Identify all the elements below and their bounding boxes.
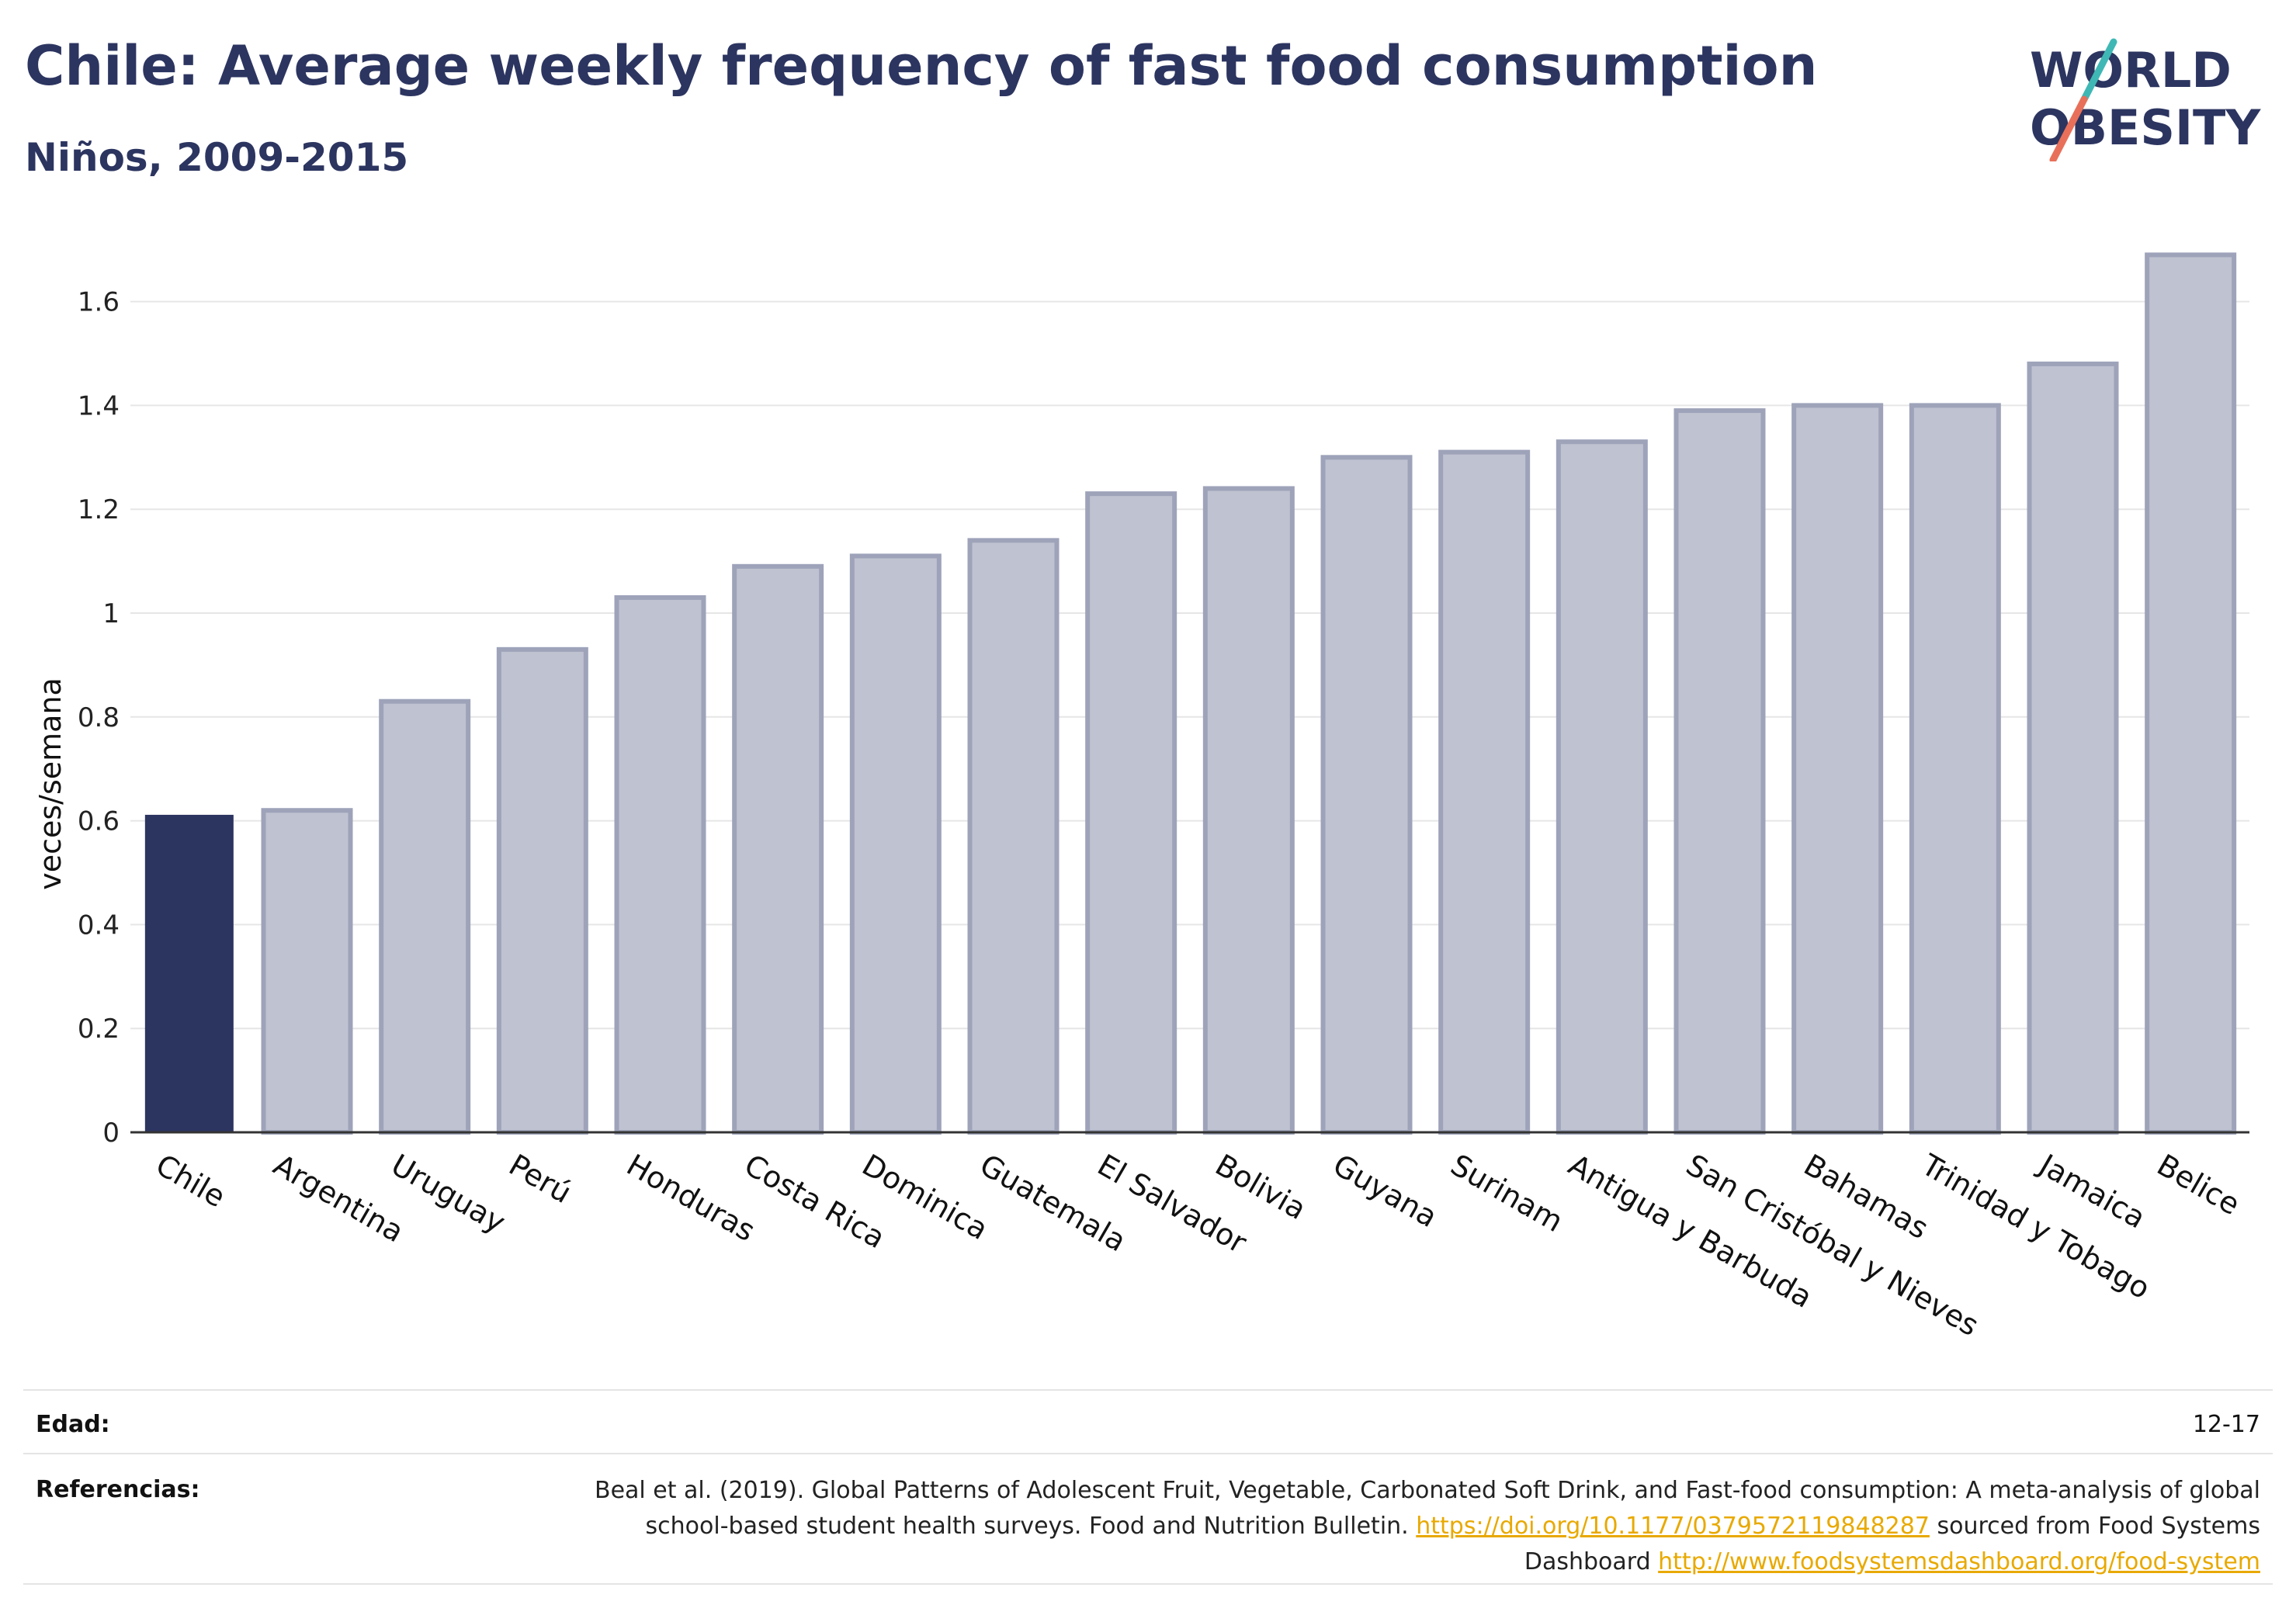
references-label: Referencias: xyxy=(36,1476,200,1503)
footer-divider-bottom xyxy=(23,1583,2273,1585)
bar-bahamas[interactable] xyxy=(1791,403,1884,1135)
chart-subtitle: Niños, 2009-2015 xyxy=(25,135,409,180)
y-tick-label: 1.4 xyxy=(78,390,120,421)
y-tick-label: 0 xyxy=(102,1118,120,1149)
age-label: Edad: xyxy=(36,1411,110,1438)
bar-uruguay[interactable] xyxy=(379,698,471,1135)
bar-perú[interactable] xyxy=(496,646,588,1135)
bar-surinam[interactable] xyxy=(1438,449,1531,1135)
y-tick-label: 1.6 xyxy=(78,287,120,318)
bar-guatemala[interactable] xyxy=(967,538,1060,1135)
y-tick-label: 0.2 xyxy=(78,1014,120,1045)
bar-el-salvador[interactable] xyxy=(1085,491,1177,1135)
x-tick-label: Surinam xyxy=(1445,1148,1569,1239)
x-tick-label: Belice xyxy=(2152,1148,2246,1222)
references-text: Beal et al. (2019). Global Patterns of A… xyxy=(553,1473,2260,1580)
logo-line-world: WORLD xyxy=(2030,42,2232,99)
x-tick-label: Chile xyxy=(150,1148,231,1215)
bar-antigua-y-barbuda[interactable] xyxy=(1556,439,1648,1135)
bar-costa-rica[interactable] xyxy=(732,563,824,1135)
bar-belice[interactable] xyxy=(2145,252,2237,1135)
footer-divider-middle xyxy=(23,1453,2273,1454)
bar-argentina[interactable] xyxy=(261,808,353,1135)
chart-title: Chile: Average weekly frequency of fast … xyxy=(25,34,1818,98)
bar-dominica[interactable] xyxy=(849,553,942,1135)
y-tick-label: 0.8 xyxy=(78,702,120,733)
bar-bolivia[interactable] xyxy=(1202,486,1295,1135)
bar-chile[interactable] xyxy=(144,814,234,1134)
doi-link[interactable]: https://doi.org/10.1177/0379572119848287 xyxy=(1416,1513,1930,1540)
age-value: 12-17 xyxy=(2192,1411,2260,1438)
bar-honduras[interactable] xyxy=(614,594,706,1135)
y-tick-label: 0.6 xyxy=(78,806,120,837)
gridlines xyxy=(130,300,2249,1030)
bar-jamaica[interactable] xyxy=(2027,361,2119,1135)
x-tick-label: Perú xyxy=(503,1148,577,1210)
y-axis-title: veces/semana xyxy=(33,678,68,890)
dashboard-link[interactable]: http://www.foodsystemsdashboard.org/food… xyxy=(1658,1548,2260,1575)
x-tick-label: Argentina xyxy=(268,1148,410,1249)
bar-guyana[interactable] xyxy=(1320,455,1413,1135)
logo-teal-slash xyxy=(2080,38,2117,103)
references-part-2: sourced from Food Systems Dashboard xyxy=(1524,1513,2260,1575)
world-obesity-logo: WORLD OBESITY xyxy=(2030,38,2261,161)
y-tick-label: 0.4 xyxy=(78,910,120,941)
logo-coral-slash xyxy=(2049,95,2088,161)
references-part-1: Beal et al. (2019). Global Patterns of A… xyxy=(594,1477,2260,1540)
bars xyxy=(144,252,2237,1135)
x-tick-label: Honduras xyxy=(621,1148,761,1249)
x-tick-label: Guyana xyxy=(1327,1148,1443,1234)
bar-trinidad-y-tobago[interactable] xyxy=(1909,403,2001,1135)
y-tick-label: 1 xyxy=(102,598,120,629)
bar-san-cristóbal-y-nieves[interactable] xyxy=(1673,408,1766,1135)
y-tick-label: 1.2 xyxy=(78,494,120,525)
footer-divider-top xyxy=(23,1389,2273,1391)
